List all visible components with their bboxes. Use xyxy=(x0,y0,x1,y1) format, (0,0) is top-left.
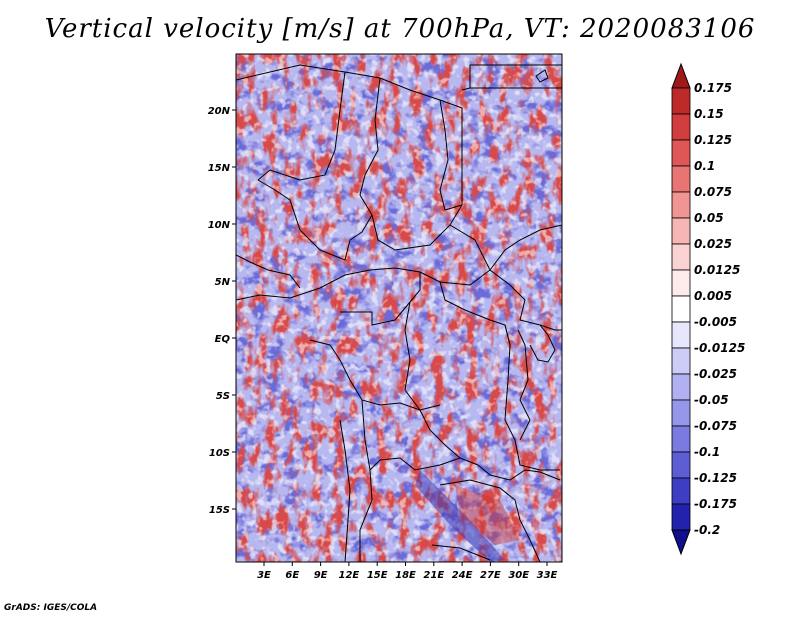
colorbar-segment xyxy=(671,191,691,219)
colorbar-label: -0.05 xyxy=(694,393,729,407)
colorbar-label: 0.05 xyxy=(694,211,724,225)
country-borders xyxy=(236,64,562,562)
colorbar-bottom-arrow xyxy=(671,529,691,556)
lon-label: 21E xyxy=(423,570,444,581)
lat-label: 15N xyxy=(208,163,231,174)
colorbar-segment xyxy=(671,243,691,271)
grads-credit: GrADS: IGES/COLA xyxy=(4,603,98,613)
colorbar-segment xyxy=(671,269,691,297)
colorbar-segment xyxy=(671,217,691,245)
lon-label: 30E xyxy=(508,570,529,581)
colorbar-segment xyxy=(671,399,691,427)
colorbar-label: 0.1 xyxy=(694,159,715,173)
colorbar: 0.175 0.15 0.125 0.1 0.075 0.05 0.025 0.0125 0.0… xyxy=(671,62,745,556)
colorbar-segment xyxy=(671,503,691,531)
colorbar-segment xyxy=(671,139,691,167)
lon-label: 15E xyxy=(367,570,388,581)
latitude-axis: 20N 15N 10N 5N EQ 5S 10S 15S xyxy=(208,106,236,516)
colorbar-label: -0.075 xyxy=(694,419,737,433)
lat-label: 15S xyxy=(209,505,230,516)
colorbar-segment xyxy=(671,295,691,323)
colorbar-label: 0.15 xyxy=(694,107,724,121)
colorbar-top-arrow xyxy=(671,62,691,89)
lat-label: 10N xyxy=(208,220,231,231)
colorbar-label: 0.005 xyxy=(694,289,732,303)
colorbar-segment xyxy=(671,113,691,141)
colorbar-segment xyxy=(671,347,691,375)
lat-label: 20N xyxy=(208,106,231,117)
colorbar-segment xyxy=(671,477,691,505)
colorbar-label: -0.025 xyxy=(694,367,737,381)
lon-label: 24E xyxy=(452,570,473,581)
colorbar-label: -0.175 xyxy=(694,497,737,511)
lat-label: EQ xyxy=(215,334,231,345)
lon-label: 9E xyxy=(314,570,328,581)
lon-label: 6E xyxy=(285,570,299,581)
lon-label: 33E xyxy=(537,570,558,581)
colorbar-segment xyxy=(671,373,691,401)
colorbar-label: -0.125 xyxy=(694,471,737,485)
map-title: Vertical velocity [m/s] at 700hPa, VT: 2… xyxy=(44,14,756,44)
lon-label: 12E xyxy=(339,570,360,581)
colorbar-segment xyxy=(671,425,691,453)
velocity-field xyxy=(236,54,562,562)
colorbar-label: 0.125 xyxy=(694,133,732,147)
colorbar-label: 0.025 xyxy=(694,237,732,251)
longitude-axis: 3E 6E 9E 12E 15E 18E 21E 24E 27E 30E 33E xyxy=(257,562,558,581)
colorbar-label: 0.175 xyxy=(694,81,732,95)
lon-label: 18E xyxy=(395,570,416,581)
lat-label: 10S xyxy=(209,448,230,459)
colorbar-segment xyxy=(671,321,691,349)
colorbar-label: -0.2 xyxy=(694,523,720,537)
lon-label: 27E xyxy=(480,570,501,581)
colorbar-label: -0.1 xyxy=(694,445,720,459)
colorbar-segment xyxy=(671,451,691,479)
plot-frame xyxy=(235,53,563,563)
colorbar-label: -0.005 xyxy=(694,315,737,329)
colorbar-segment xyxy=(671,87,691,115)
lon-label: 3E xyxy=(257,570,271,581)
colorbar-label: 0.0125 xyxy=(694,263,740,277)
colorbar-segment xyxy=(671,165,691,193)
colorbar-label: 0.075 xyxy=(694,185,732,199)
colorbar-label: -0.0125 xyxy=(694,341,745,355)
lat-label: 5S xyxy=(216,391,230,402)
lat-label: 5N xyxy=(215,277,231,288)
